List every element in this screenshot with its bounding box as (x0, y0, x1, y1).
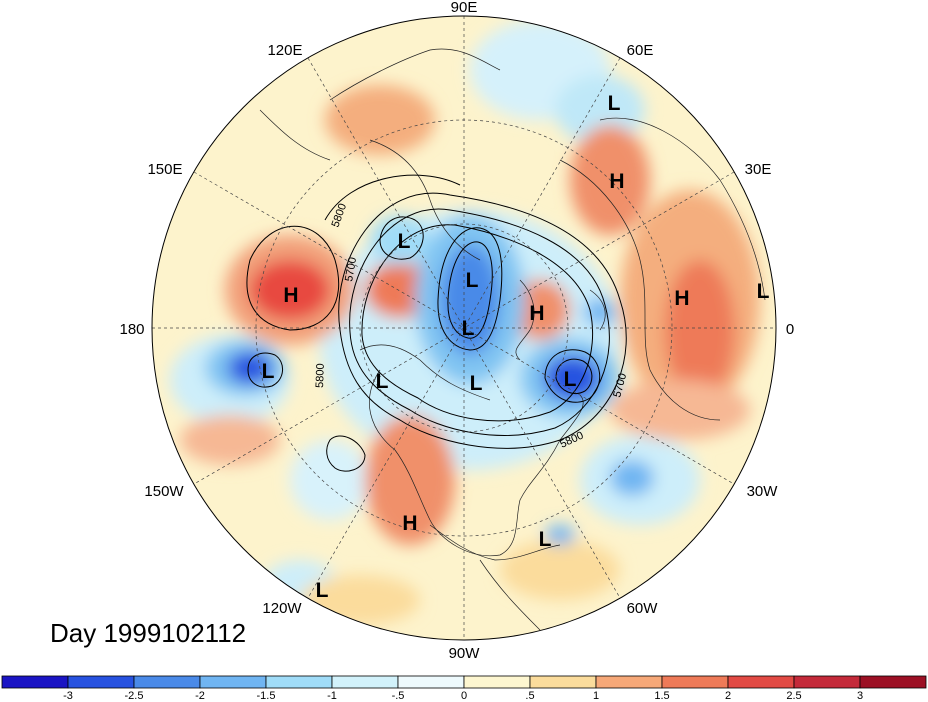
pressure-centers: L H H L L L H H L H L L L L L H L L (262, 92, 770, 602)
pressure-center-low: L (539, 528, 552, 551)
pressure-center-low: L (608, 92, 621, 115)
map-title: Day 1999102112 (50, 618, 247, 648)
colorbar-swatch (727, 675, 795, 689)
lon-label-180: 180 (119, 321, 144, 338)
colorbar-tick-label: 0 (461, 690, 467, 702)
colorbar-swatch (859, 675, 927, 689)
lon-label-60w: 60W (627, 600, 659, 617)
colorbar-tick-label: -2 (195, 690, 205, 702)
colorbar-swatch (793, 675, 861, 689)
colorbar: -3 -2.5 -2 -1.5 -1 -.5 0 .5 1 1.5 2 2.5 3 (1, 675, 927, 702)
map-boundary (151, 15, 777, 641)
colorbar-swatch (529, 675, 597, 689)
pressure-center-low: L (470, 372, 483, 395)
pressure-center-high: H (402, 512, 417, 535)
polar-map: 90E 60E 30E 0 30W 60W 90W 120W 150W 180 … (119, 0, 794, 662)
colorbar-swatch (265, 675, 333, 689)
colorbar-tick-label: .5 (525, 690, 534, 702)
colorbar-swatch (199, 675, 267, 689)
pressure-center-low: L (398, 230, 411, 253)
anomaly-field (152, 16, 776, 640)
colorbar-swatch (397, 675, 465, 689)
height-contours (246, 174, 627, 472)
colorbar-tick-label: -2.5 (125, 690, 144, 702)
colorbar-swatch (1, 675, 69, 689)
colorbar-tick-label: 3 (857, 690, 863, 702)
colorbar-swatch (661, 675, 729, 689)
longitude-labels: 90E 60E 30E 0 30W 60W 90W 120W 150W 180 … (119, 0, 794, 662)
lon-label-60e: 60E (627, 42, 654, 59)
lon-label-120e: 120E (267, 42, 302, 59)
colorbar-swatch (463, 675, 531, 689)
contour-label: 5800 (314, 363, 327, 388)
lon-label-90w: 90W (449, 645, 481, 662)
colorbar-swatch (133, 675, 201, 689)
colorbar-swatch (331, 675, 399, 689)
colorbar-tick-label: 1.5 (654, 690, 669, 702)
pressure-center-high: H (529, 302, 544, 325)
lon-label-120w: 120W (262, 600, 302, 617)
colorbar-tick-label: 1 (593, 690, 599, 702)
pressure-center-low: L (462, 317, 475, 340)
pressure-center-high: H (283, 284, 298, 307)
colorbar-tick-label: 2.5 (786, 690, 801, 702)
lon-label-90e: 90E (451, 0, 478, 16)
lon-label-150e: 150E (147, 161, 182, 178)
pressure-center-low: L (262, 360, 275, 383)
colorbar-tick-label: 2 (725, 690, 731, 702)
contour-label: 5700 (343, 256, 359, 282)
colorbar-tick-label: -.5 (392, 690, 405, 702)
colorbar-swatch (67, 675, 135, 689)
lon-label-0: 0 (786, 321, 794, 338)
graticule (152, 16, 776, 640)
pressure-center-low: L (376, 370, 389, 393)
pressure-center-high: H (674, 287, 689, 310)
pressure-center-low: L (466, 269, 479, 292)
coastlines (259, 48, 766, 631)
lon-label-30e: 30E (745, 161, 772, 178)
lon-label-30w: 30W (747, 483, 779, 500)
colorbar-tick-label: -1.5 (257, 690, 276, 702)
pressure-center-low: L (316, 579, 329, 602)
colorbar-tick-label: -1 (327, 690, 337, 702)
pressure-center-high: H (609, 170, 624, 193)
colorbar-swatch (595, 675, 663, 689)
pressure-center-low: L (564, 368, 577, 391)
pressure-center-low: L (757, 280, 770, 303)
colorbar-tick-label: -3 (63, 690, 73, 702)
lon-label-150w: 150W (144, 483, 184, 500)
